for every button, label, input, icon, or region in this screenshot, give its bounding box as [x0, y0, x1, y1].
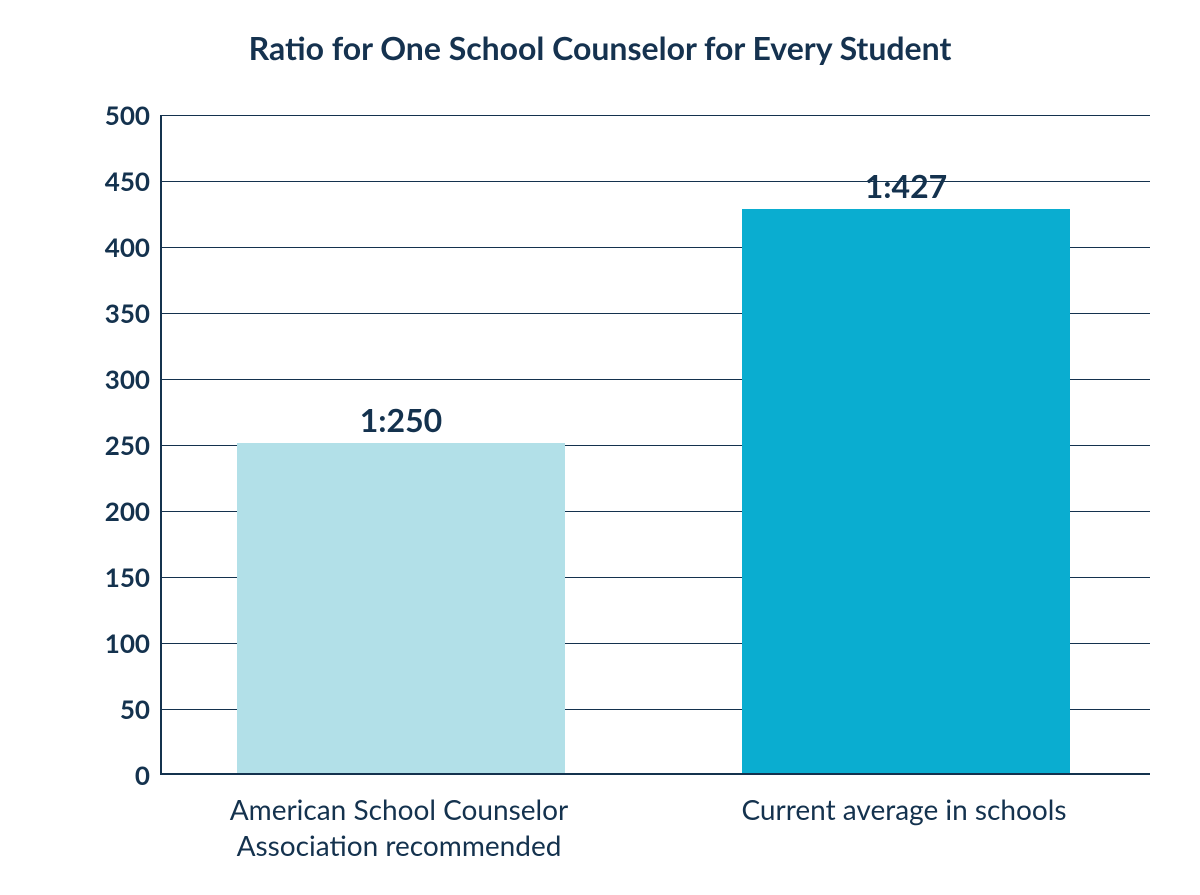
bar: [237, 443, 565, 773]
x-axis-label: Current average in schools: [674, 791, 1134, 827]
plot-area: 1:250 1:427: [160, 115, 1150, 775]
gridline: [162, 115, 1150, 116]
y-tick-label: 500: [90, 99, 150, 131]
y-tick-label: 100: [90, 627, 150, 659]
bar-chart: Ratio for One School Counselor for Every…: [0, 0, 1200, 895]
y-tick-label: 150: [90, 561, 150, 593]
y-tick-label: 200: [90, 495, 150, 527]
chart-title: Ratio for One School Counselor for Every…: [0, 28, 1200, 67]
y-tick-label: 450: [90, 165, 150, 197]
y-tick-label: 350: [90, 297, 150, 329]
x-axis-label: American School Counselor Association re…: [169, 791, 629, 864]
y-tick-label: 300: [90, 363, 150, 395]
y-tick-label: 0: [90, 759, 150, 791]
y-tick-label: 250: [90, 429, 150, 461]
bar-value-label: 1:250: [237, 400, 565, 445]
bar: [742, 209, 1070, 773]
bar-value-label: 1:427: [742, 166, 1070, 211]
y-tick-label: 400: [90, 231, 150, 263]
y-tick-label: 50: [90, 693, 150, 725]
